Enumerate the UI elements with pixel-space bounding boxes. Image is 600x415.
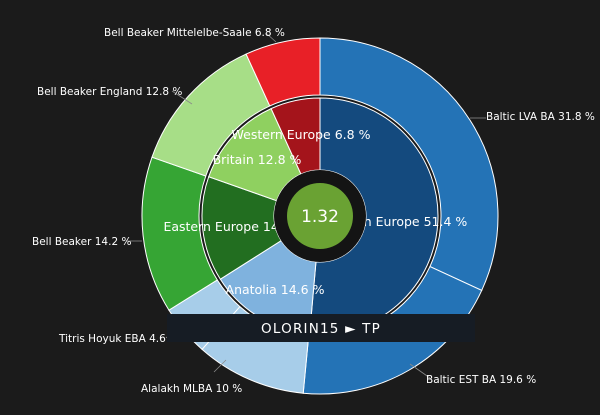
outer-label-alalakh-mlba-10: Alalakh MLBA 10 %	[141, 383, 242, 395]
outer-label-baltic-est-ba-19-6: Baltic EST BA 19.6 %	[426, 374, 536, 386]
leader-line-bell-beaker-mittelelbe-saale-6-8	[265, 32, 277, 43]
leader-line-alalakh-mlba-10	[213, 359, 227, 373]
inner-label-western-europe-6-8: Western Europe 6.8 %	[232, 127, 371, 142]
banner-text: OLORIN15 ► TP	[261, 321, 381, 337]
outer-label-titris-hoyuk-eba-4-6: Titris Hoyuk EBA 4.6 %	[58, 333, 179, 345]
center-badge: 1.32	[274, 170, 366, 262]
leader-line-baltic-est-ba-19-6	[409, 363, 431, 379]
inner-label-eastern-europe-14-4: Eastern Europe 14.4 %	[163, 219, 306, 234]
leader-line-bell-beaker-england-12-8	[171, 90, 193, 105]
banner: OLORIN15 ► TP	[167, 314, 475, 342]
center-disc	[287, 183, 353, 249]
outer-label-baltic-lva-ba-31-8: Baltic LVA BA 31.8 %	[486, 111, 595, 123]
banner-bar	[167, 314, 475, 342]
inner-ring	[201, 97, 439, 335]
inner-labels: North Europe 51.4 % Anatolia 14.6 % Easter…	[163, 127, 467, 297]
outer-labels: Baltic LVA BA 31.8 % Baltic EST BA 19.6 %…	[32, 27, 595, 395]
outer-label-bell-beaker-14-2: Bell Beaker 14.2 %	[32, 236, 131, 248]
inner-label-britain-12-8: Britain 12.8 %	[213, 152, 302, 167]
center-value: 1.32	[301, 207, 339, 227]
outer-slice-bell-beaker-mittelelbe-saale-6-8	[245, 37, 321, 107]
inner-label-anatolia-14-6: Anatolia 14.6 %	[226, 282, 325, 297]
outer-label-bell-beaker-england-12-8: Bell Beaker England 12.8 %	[37, 86, 182, 98]
outer-label-bell-beaker-mittelelbe-saale-6-8: Bell Beaker Mittelelbe-Saale 6.8 %	[104, 27, 285, 39]
inner-label-north-europe-51-4: North Europe 51.4 %	[337, 214, 468, 229]
outer-slice-baltic-lva-ba-31-8	[319, 37, 499, 292]
